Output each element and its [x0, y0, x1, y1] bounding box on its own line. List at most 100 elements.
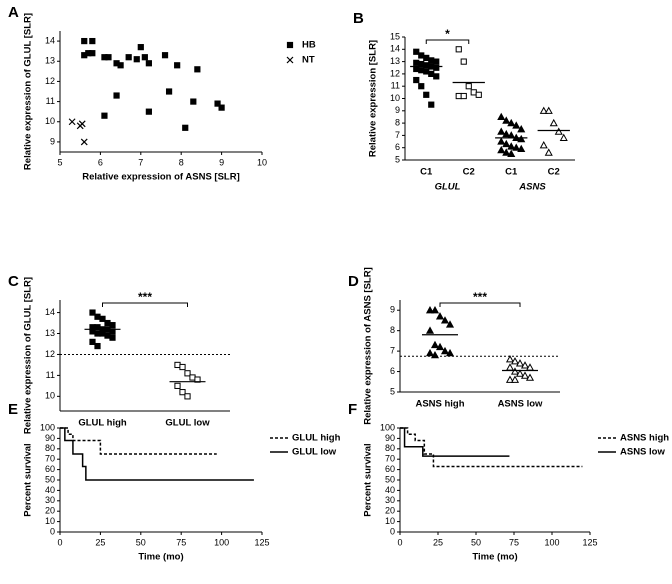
marker-shape: [165, 88, 173, 95]
marker-shape: [554, 127, 563, 135]
marker-shape: [99, 330, 106, 337]
marker-shape: [497, 127, 506, 135]
x-tick-label: 75: [509, 537, 519, 547]
data-point: [440, 346, 450, 355]
data-point: [89, 338, 96, 345]
data-point: [423, 54, 430, 62]
legend-label: GLUL high: [292, 433, 341, 444]
data-point: [104, 332, 111, 339]
data-point: [189, 374, 196, 381]
data-point: [515, 369, 525, 377]
marker-shape: [512, 143, 521, 151]
marker-shape: [507, 149, 516, 157]
marker-shape: [179, 389, 186, 396]
data-point: [460, 92, 467, 100]
y-axis-label: Relative expression [SLR]: [368, 40, 379, 157]
marker-shape: [460, 58, 467, 65]
data-point: [89, 37, 96, 45]
data-point: [445, 320, 455, 328]
y-tick-label: 0: [390, 526, 395, 536]
marker-shape: [99, 315, 106, 322]
marker-shape: [470, 89, 477, 96]
y-tick-label: 30: [45, 495, 55, 505]
survival-curve: [400, 427, 583, 468]
y-axis-label: Relative expression of GLUL [SLR]: [23, 13, 34, 170]
y-tick-label: 9: [395, 105, 400, 115]
data-point: [517, 144, 526, 153]
marker-shape: [517, 144, 526, 153]
marker-shape: [141, 54, 148, 61]
marker-shape: [418, 52, 425, 59]
data-point: [502, 139, 511, 148]
marker-shape: [174, 382, 181, 389]
data-point: [141, 54, 148, 61]
marker-shape: [559, 133, 568, 141]
marker-shape: [502, 139, 511, 148]
data-point: [418, 60, 425, 68]
data-point: [539, 141, 548, 149]
marker-shape: [502, 116, 511, 124]
y-axis-label: Percent survival: [23, 443, 34, 516]
x-tick-label: 9: [219, 157, 224, 167]
marker-shape: [423, 68, 430, 75]
data-point: [497, 127, 506, 135]
marker-shape: [105, 54, 112, 61]
x-tick-label: ASNS high: [415, 399, 464, 410]
marker-shape: [497, 112, 506, 121]
data-point: [109, 322, 116, 329]
marker-shape: [505, 363, 515, 371]
x-tick-label: GLUL high: [78, 418, 127, 429]
data-point: [455, 92, 462, 100]
data-point: [433, 58, 440, 65]
data-point: [89, 309, 96, 316]
x-tick-label: 25: [95, 537, 105, 547]
marker-shape: [455, 46, 462, 53]
marker-shape: [145, 108, 152, 115]
survival-curve: [400, 427, 510, 457]
marker-shape: [445, 320, 455, 328]
data-point: [559, 133, 568, 141]
y-axis-label: Relative expression of ASNS [SLR]: [363, 267, 374, 425]
data-point: [433, 73, 440, 80]
x-axis-label: Relative expression of ASNS [SLR]: [82, 172, 240, 183]
y-tick-label: 90: [45, 433, 55, 443]
marker-shape: [78, 120, 86, 128]
data-point: [89, 50, 96, 57]
x-tick-label: C1: [420, 167, 433, 178]
legend-label: GLUL low: [292, 447, 337, 458]
data-point: [435, 342, 445, 351]
group-label: ASNS: [518, 182, 546, 193]
marker-shape: [113, 92, 120, 99]
marker-shape: [179, 363, 186, 371]
x-tick-label: 100: [214, 537, 229, 547]
data-point: [430, 340, 440, 349]
marker-shape: [435, 342, 445, 351]
data-point: [433, 64, 440, 71]
x-tick-label: 10: [257, 157, 267, 167]
marker-shape: [455, 92, 462, 100]
y-tick-label: 5: [395, 154, 400, 164]
data-point: [554, 127, 563, 135]
marker-shape: [497, 145, 506, 154]
data-point: [286, 41, 294, 49]
data-point: [418, 67, 425, 74]
marker-shape: [433, 64, 440, 71]
marker-shape: [418, 83, 425, 90]
x-axis-label: Time (mo): [472, 552, 517, 563]
data-point: [507, 149, 516, 157]
data-point: [510, 357, 520, 365]
marker-shape: [117, 62, 124, 69]
marker-shape: [525, 373, 535, 381]
marker-shape: [190, 98, 197, 105]
marker-shape: [109, 334, 116, 341]
marker-shape: [89, 309, 96, 316]
y-tick-label: 15: [390, 31, 400, 41]
data-point: [78, 120, 86, 128]
data-point: [510, 367, 520, 375]
marker-shape: [174, 62, 181, 69]
panel-letter: E: [8, 401, 18, 418]
panel-letter: B: [353, 10, 364, 27]
x-tick-label: 25: [433, 537, 443, 547]
marker-shape: [174, 361, 181, 369]
y-tick-label: 9: [390, 305, 395, 315]
